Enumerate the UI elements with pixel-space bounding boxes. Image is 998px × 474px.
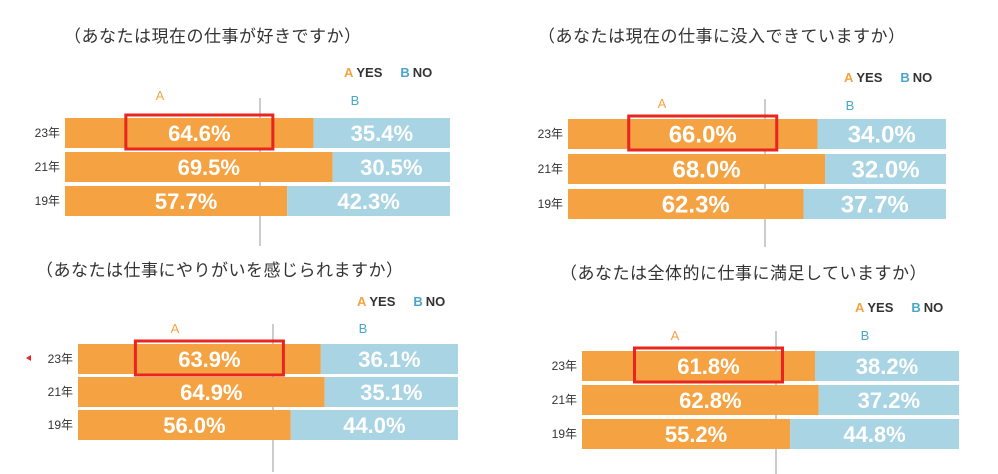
row-label: 19年 xyxy=(552,427,577,441)
legend-b-text: NO xyxy=(425,294,446,309)
bar-no xyxy=(332,152,450,182)
highlight-box xyxy=(627,114,779,152)
chart-legend: A YES B NO xyxy=(844,70,932,85)
row-label: 21年 xyxy=(538,162,563,176)
value-label-yes: 57.7% xyxy=(155,189,217,214)
value-label-yes: 66.0% xyxy=(669,122,737,149)
column-a-label: A xyxy=(671,328,680,343)
bar-yes xyxy=(582,351,815,381)
bar-no xyxy=(313,118,450,148)
legend-a-letter: A xyxy=(357,294,367,309)
legend-b-letter: B xyxy=(400,65,410,80)
highlight-box xyxy=(124,113,275,151)
column-b-label: B xyxy=(861,328,870,343)
legend-b-letter: B xyxy=(911,300,921,315)
bar-yes xyxy=(568,154,826,184)
legend-b-text: NO xyxy=(912,70,933,85)
column-a-label: A xyxy=(658,96,667,111)
bar-no xyxy=(790,419,959,449)
chart-title: （あなたは現在の仕事が好きですか） xyxy=(64,27,362,47)
legend-a-letter: A xyxy=(844,70,854,85)
column-b-label: B xyxy=(846,98,855,113)
bar-yes xyxy=(65,186,288,216)
bar-no xyxy=(324,377,458,407)
legend-a-text: YES xyxy=(867,300,894,315)
value-label-yes: 62.3% xyxy=(662,192,730,219)
bar-no xyxy=(320,344,458,374)
bar-yes xyxy=(78,377,325,407)
legend-b-text: NO xyxy=(923,300,944,315)
bar-no xyxy=(817,119,946,149)
value-label-no: 38.2% xyxy=(856,354,918,379)
bar-yes xyxy=(65,152,333,182)
bar-no xyxy=(290,410,458,440)
legend-b-text: NO xyxy=(412,65,433,80)
highlight-box xyxy=(632,346,784,384)
row-pointer-icon xyxy=(26,355,31,361)
legend-a-letter: A xyxy=(344,65,354,80)
bar-yes xyxy=(582,385,819,415)
chart-title: （あなたは仕事にやりがいを感じられますか） xyxy=(36,261,404,281)
column-b-label: B xyxy=(359,321,368,336)
row-label: 19年 xyxy=(48,418,73,432)
chart-title: （あなたは全体的に仕事に満足していますか） xyxy=(560,264,927,284)
row-label: 23年 xyxy=(552,359,577,373)
row-label: 21年 xyxy=(48,385,73,399)
legend-b-letter: B xyxy=(900,70,910,85)
legend-a-letter: A xyxy=(855,300,865,315)
bar-no xyxy=(287,186,450,216)
bar-no xyxy=(825,154,946,184)
value-label-no: 44.0% xyxy=(343,413,405,438)
highlight-box xyxy=(133,339,285,377)
value-label-no: 35.1% xyxy=(360,380,422,405)
row-label: 23年 xyxy=(48,352,73,366)
column-a-label: A xyxy=(171,321,180,336)
bar-no xyxy=(818,385,959,415)
chart-legend: A YES B NO xyxy=(357,294,445,309)
row-label: 19年 xyxy=(35,194,60,208)
value-label-yes: 69.5% xyxy=(178,155,240,180)
legend-a-text: YES xyxy=(369,294,396,309)
value-label-yes: 64.9% xyxy=(180,380,242,405)
column-b-label: B xyxy=(351,93,360,108)
value-label-no: 30.5% xyxy=(360,155,422,180)
row-label: 23年 xyxy=(35,126,60,140)
legend-a-text: YES xyxy=(356,65,383,80)
bar-no xyxy=(803,189,946,219)
value-label-yes: 56.0% xyxy=(163,413,225,438)
value-label-no: 42.3% xyxy=(337,189,399,214)
legend-b-letter: B xyxy=(413,294,423,309)
row-label: 23年 xyxy=(538,127,563,141)
chart-legend: A YES B NO xyxy=(344,65,432,80)
legend-a-text: YES xyxy=(856,70,883,85)
value-label-yes: 63.9% xyxy=(178,347,240,372)
bar-yes xyxy=(78,410,291,440)
value-label-no: 34.0% xyxy=(848,122,916,149)
value-label-no: 37.2% xyxy=(858,388,920,413)
value-label-yes: 64.6% xyxy=(168,121,230,146)
bar-no xyxy=(814,351,959,381)
row-label: 21年 xyxy=(35,160,60,174)
value-label-no: 36.1% xyxy=(358,347,420,372)
value-label-no: 35.4% xyxy=(351,121,413,146)
value-label-yes: 62.8% xyxy=(679,388,741,413)
row-label: 21年 xyxy=(552,393,577,407)
bar-yes xyxy=(568,189,804,219)
value-label-yes: 68.0% xyxy=(672,157,740,184)
bar-yes xyxy=(582,419,791,449)
bar-yes xyxy=(78,344,321,374)
value-label-yes: 55.2% xyxy=(665,422,727,447)
chart-legend: A YES B NO xyxy=(855,300,943,315)
value-label-no: 44.8% xyxy=(843,422,905,447)
chart-title: （あなたは現在の仕事に没入できていますか） xyxy=(538,27,906,47)
value-label-yes: 61.8% xyxy=(677,354,739,379)
value-label-no: 37.7% xyxy=(841,192,909,219)
column-a-label: A xyxy=(156,88,165,103)
row-label: 19年 xyxy=(538,197,563,211)
value-label-no: 32.0% xyxy=(851,157,919,184)
